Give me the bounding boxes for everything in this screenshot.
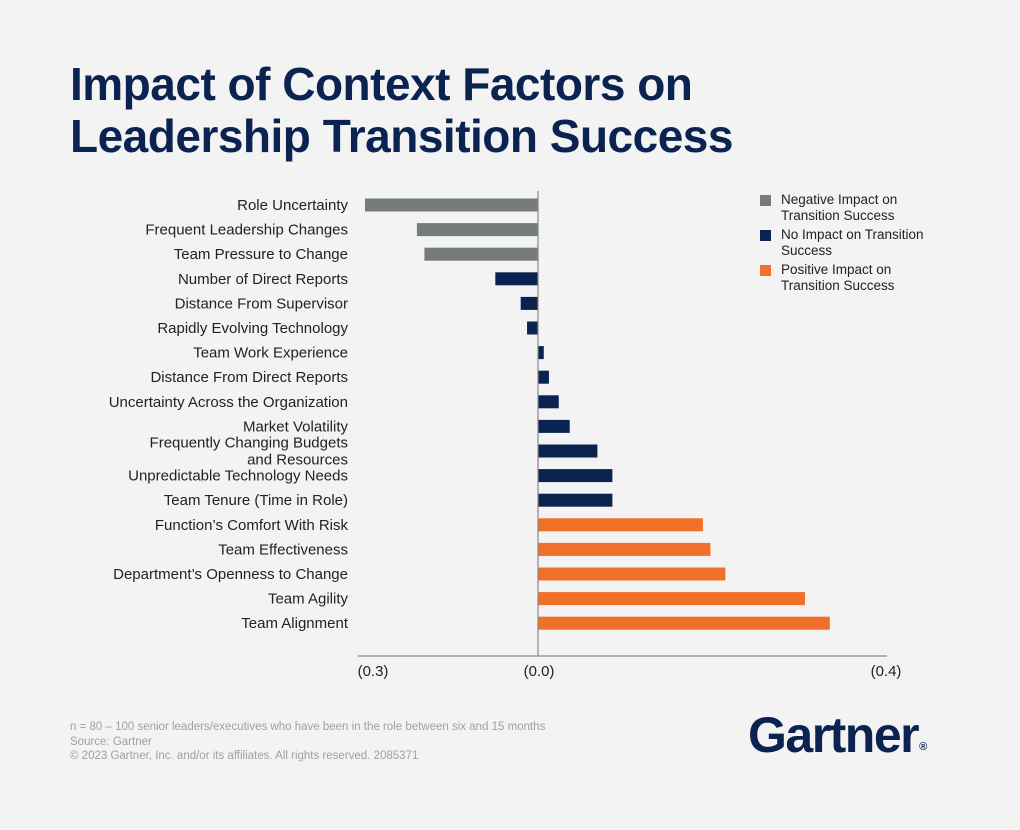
category-label-rapidly-evolving-technology: Rapidly Evolving Technology bbox=[157, 320, 348, 337]
gartner-logo: Gartner® bbox=[748, 706, 927, 764]
legend-item-none: No Impact on Transition Success bbox=[760, 227, 931, 259]
category-label-role-uncertainty: Role Uncertainty bbox=[237, 197, 348, 214]
category-label-distance-from-supervisor: Distance From Supervisor bbox=[175, 295, 348, 312]
bar-role-uncertainty bbox=[365, 198, 538, 212]
category-label-number-of-direct-reports: Number of Direct Reports bbox=[178, 271, 348, 288]
bar-number-of-direct-reports bbox=[495, 272, 538, 286]
legend-swatch-positive bbox=[760, 265, 771, 276]
category-label-team-work-experience: Team Work Experience bbox=[193, 345, 348, 362]
copyright-note: © 2023 Gartner, Inc. and/or its affiliat… bbox=[70, 750, 419, 762]
bar-team-work-experience bbox=[538, 346, 544, 360]
bar-team-effectiveness bbox=[538, 542, 711, 556]
bar-department-s-openness-to-change bbox=[538, 567, 726, 581]
x-tick-label-1: (0.0) bbox=[524, 663, 555, 680]
legend: Negative Impact on Transition Success No… bbox=[760, 192, 931, 297]
legend-item-positive: Positive Impact on Transition Success bbox=[760, 262, 931, 294]
category-label-uncertainty-across-the-organization: Uncertainty Across the Organization bbox=[109, 394, 348, 411]
bar-team-pressure-to-change bbox=[424, 247, 538, 261]
category-label-market-volatility: Market Volatility bbox=[243, 418, 349, 435]
logo-text: Gartner bbox=[748, 707, 920, 763]
source-note: Source: Gartner bbox=[70, 735, 152, 748]
category-labels-group: Role Uncertainty Frequent Leadership Chan… bbox=[109, 197, 349, 632]
category-label-team-tenure-time-in-role: Team Tenure (Time in Role) bbox=[164, 492, 348, 509]
bar-team-alignment bbox=[538, 616, 830, 630]
category-label-department-s-openness-to-change: Department’s Openness to Change bbox=[113, 566, 348, 583]
legend-label-positive: Positive Impact on Transition Success bbox=[781, 262, 895, 293]
category-label-frequently-changing-budgets-and-resources: Frequently Changing Budgets and Resources bbox=[150, 435, 348, 469]
legend-swatch-none bbox=[760, 230, 771, 241]
category-label-frequent-leadership-changes: Frequent Leadership Changes bbox=[145, 222, 348, 239]
legend-swatch-negative bbox=[760, 195, 771, 206]
title-line-1: Impact of Context Factors on bbox=[70, 58, 693, 110]
category-label-unpredictable-technology-needs: Unpredictable Technology Needs bbox=[128, 468, 348, 485]
category-label-function-s-comfort-with-risk: Function’s Comfort With Risk bbox=[155, 517, 349, 534]
bar-distance-from-direct-reports bbox=[538, 370, 549, 384]
category-label-team-effectiveness: Team Effectiveness bbox=[218, 541, 348, 558]
bar-frequently-changing-budgets-and-resources bbox=[538, 444, 598, 458]
page-title: Impact of Context Factors on Leadership … bbox=[70, 58, 733, 162]
bar-distance-from-supervisor bbox=[520, 296, 538, 310]
legend-label-negative: Negative Impact on Transition Success bbox=[781, 192, 898, 223]
x-tick-label-2: (0.4) bbox=[871, 663, 902, 680]
bar-rapidly-evolving-technology bbox=[527, 321, 538, 335]
bar-unpredictable-technology-needs bbox=[538, 469, 613, 483]
bars-group bbox=[365, 198, 830, 630]
legend-label-none: No Impact on Transition Success bbox=[781, 227, 924, 258]
category-label-team-pressure-to-change: Team Pressure to Change bbox=[174, 246, 348, 263]
sample-note: n = 80 – 100 senior leaders/executives w… bbox=[70, 721, 546, 733]
bar-function-s-comfort-with-risk bbox=[538, 518, 703, 532]
category-label-distance-from-direct-reports: Distance From Direct Reports bbox=[150, 369, 348, 386]
bar-uncertainty-across-the-organization bbox=[538, 395, 559, 409]
category-label-team-agility: Team Agility bbox=[268, 591, 349, 608]
registered-mark: ® bbox=[919, 741, 928, 753]
category-label-team-alignment: Team Alignment bbox=[241, 615, 349, 632]
x-tick-label-0: (0.3) bbox=[358, 663, 389, 680]
title-line-2: Leadership Transition Success bbox=[70, 110, 733, 162]
bar-team-tenure-time-in-role bbox=[538, 493, 613, 507]
axes-group: (0.3) (0.0) (0.4) bbox=[358, 191, 902, 680]
legend-item-negative: Negative Impact on Transition Success bbox=[760, 192, 931, 224]
bar-team-agility bbox=[538, 592, 805, 606]
bar-frequent-leadership-changes bbox=[416, 223, 538, 237]
bar-market-volatility bbox=[538, 419, 570, 433]
footer-notes: n = 80 – 100 senior leaders/executives w… bbox=[70, 720, 545, 764]
